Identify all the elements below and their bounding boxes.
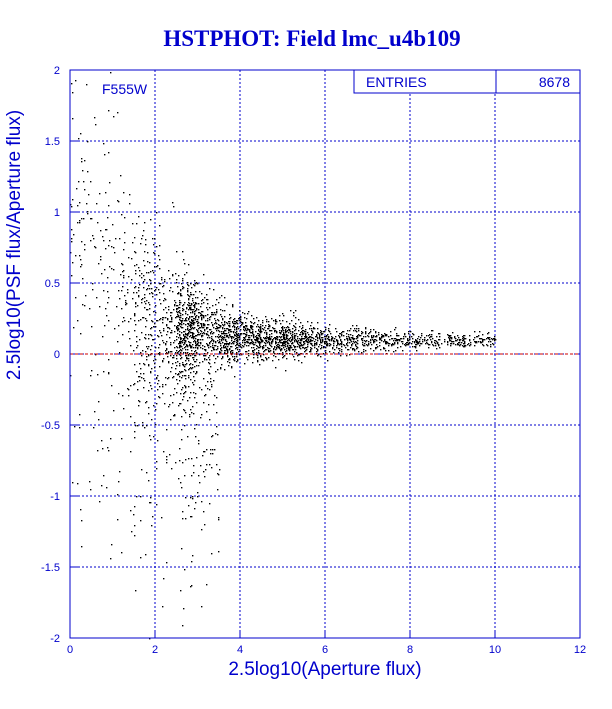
stats-entries-value: 8678 [539, 74, 570, 90]
chart-title: HSTPHOT: Field lmc_u4b109 [163, 26, 460, 51]
y-tick-label: 1.5 [45, 136, 60, 148]
y-tick-label: -1.5 [41, 562, 60, 574]
y-tick-label: -1 [50, 491, 60, 503]
y-tick-label: 2 [54, 65, 60, 77]
y-tick-labels: -2 -1.5 -1 -0.5 0 0.5 1 1.5 2 [41, 65, 60, 645]
stats-entries-label: ENTRIES [366, 74, 427, 90]
y-tick-label: 1 [54, 207, 60, 219]
grid [69, 69, 581, 639]
x-tick-labels: 0 2 4 6 8 10 12 [67, 644, 586, 656]
stats-box [353, 69, 581, 94]
y-tick-label: 0 [54, 349, 60, 361]
plot-frame [69, 69, 581, 639]
y-tick-label: 0.5 [45, 278, 60, 290]
filter-annotation: F555W [102, 81, 148, 97]
x-tick-label: 6 [322, 644, 328, 656]
x-tick-label: 2 [152, 644, 158, 656]
y-tick-label: -0.5 [41, 420, 60, 432]
x-tick-label: 8 [407, 644, 413, 656]
x-tick-label: 4 [237, 644, 243, 656]
y-axis-label: 2.5log10(PSF flux/Aperture flux) [4, 110, 25, 380]
x-axis-label: 2.5log10(Aperture flux) [228, 659, 421, 680]
x-tick-label: 12 [574, 644, 586, 656]
x-tick-label: 10 [489, 644, 501, 656]
y-tick-label: -2 [50, 633, 60, 645]
x-tick-label: 0 [67, 644, 73, 656]
